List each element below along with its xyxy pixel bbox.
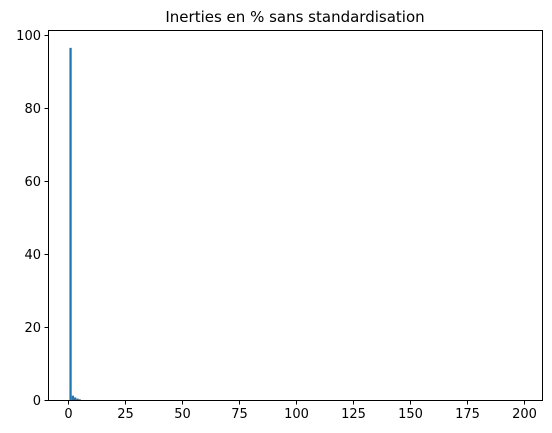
x-tick-label-3: 75 [231, 407, 248, 422]
axes-layer [48, 30, 543, 401]
x-tick-label-5: 125 [341, 407, 366, 422]
y-tick-label-5: 100 [16, 29, 41, 44]
x-tick-label-1: 25 [117, 407, 134, 422]
x-tick-label-0: 0 [64, 407, 72, 422]
x-tick-label-6: 150 [398, 407, 423, 422]
y-tick-label-4: 80 [24, 102, 41, 117]
bar-2 [71, 395, 74, 400]
bar-5 [78, 399, 81, 400]
y-tick-label-2: 40 [24, 248, 41, 263]
y-tick-label-1: 20 [24, 321, 41, 336]
bars-layer [69, 47, 81, 401]
y-tick-label-0: 0 [33, 394, 41, 409]
bar-4 [76, 398, 79, 400]
bar-1 [69, 47, 72, 401]
x-tick-label-4: 100 [284, 407, 309, 422]
x-tick-label-8: 200 [512, 407, 537, 422]
chart-title: Inerties en % sans standardisation [165, 8, 424, 26]
x-tick-label-2: 50 [174, 407, 191, 422]
x-axis-ticks: 0 25 50 75 100 125 150 175 200 [64, 400, 537, 422]
bar-3 [73, 397, 77, 400]
y-axis-ticks: 0 20 40 60 80 100 [16, 29, 49, 409]
plot-frame [48, 30, 543, 401]
y-tick-label-3: 60 [24, 175, 41, 190]
x-tick-label-7: 175 [455, 407, 480, 422]
